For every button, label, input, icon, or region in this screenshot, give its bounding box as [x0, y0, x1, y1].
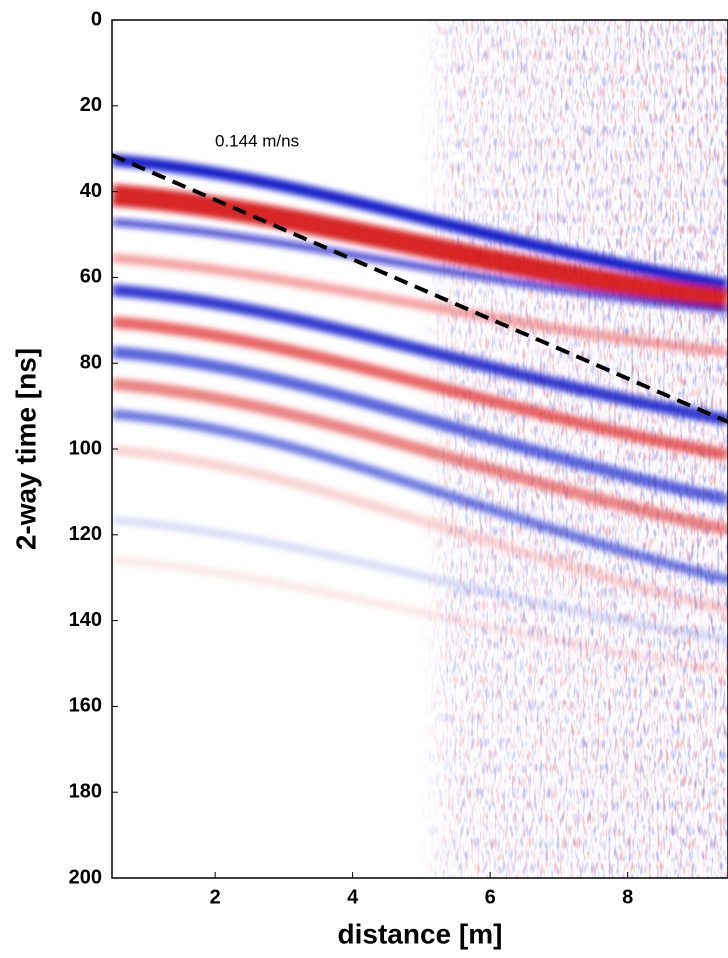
x-tick-label: 6 [485, 886, 496, 908]
reflection-band [112, 445, 728, 615]
reflection-band [112, 346, 728, 506]
annotation: 0.144 m/ns [215, 131, 299, 150]
velocity-line [112, 153, 728, 424]
y-tick-label: 120 [69, 523, 102, 545]
y-tick-label: 140 [69, 609, 102, 631]
y-tick-label: 200 [69, 866, 102, 888]
y-tick-label: 160 [69, 695, 102, 717]
y-tick-label: 0 [91, 8, 102, 30]
reflection-band [112, 409, 728, 585]
reflection-band [112, 253, 728, 357]
radargram [112, 20, 728, 878]
reflection-band [112, 154, 728, 291]
x-axis-label: distance [m] [338, 918, 503, 949]
reflection-band [112, 316, 728, 461]
y-tick-label: 20 [80, 94, 102, 116]
x-tick-label: 4 [347, 886, 359, 908]
x-tick-label: 2 [210, 886, 221, 908]
y-tick-label: 80 [80, 351, 102, 373]
y-tick-label: 40 [80, 180, 102, 202]
y-tick-label: 180 [69, 780, 102, 802]
reflection-band [112, 284, 728, 426]
reflection-band [112, 184, 728, 311]
y-tick-label: 60 [80, 266, 102, 288]
x-tick-label: 8 [622, 886, 633, 908]
reflection-band [112, 378, 728, 536]
reflection-band [112, 218, 728, 314]
reflection-band [112, 556, 728, 674]
reflection-band [112, 516, 728, 644]
y-tick-label: 100 [69, 437, 102, 459]
y-axis-label: 2-way time [ns] [10, 348, 41, 550]
